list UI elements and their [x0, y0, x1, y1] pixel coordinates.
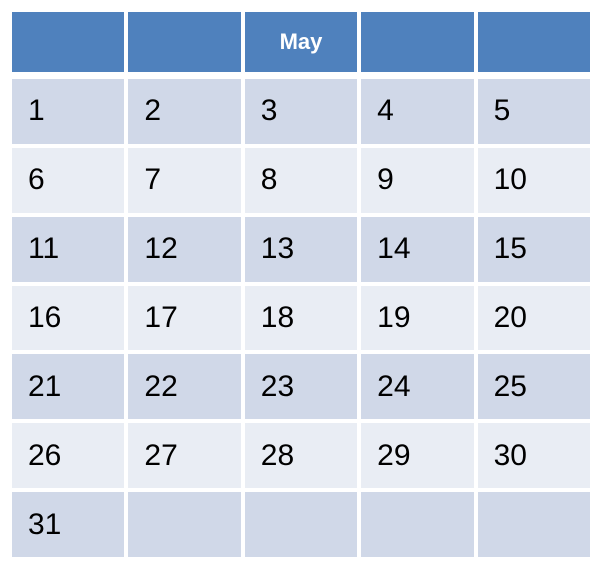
day-cell: 4 [359, 77, 476, 146]
day-cell: 9 [359, 145, 476, 215]
calendar-header-row: May [10, 10, 592, 77]
week-row: 31 [10, 490, 592, 559]
day-cell: 11 [10, 214, 127, 284]
day-cell: 30 [475, 421, 592, 491]
day-cell [126, 490, 243, 559]
day-cell: 12 [126, 214, 243, 284]
week-row: 16 17 18 19 20 [10, 283, 592, 353]
day-cell: 31 [10, 490, 127, 559]
day-cell: 19 [359, 283, 476, 353]
week-row: 1 2 3 4 5 [10, 77, 592, 146]
day-cell: 27 [126, 421, 243, 491]
calendar-header: May [10, 10, 592, 77]
day-cell: 2 [126, 77, 243, 146]
day-cell: 21 [10, 352, 127, 422]
header-cell [359, 10, 476, 77]
day-cell: 15 [475, 214, 592, 284]
week-row: 6 7 8 9 10 [10, 145, 592, 215]
day-cell: 8 [242, 145, 360, 215]
day-cell: 26 [10, 421, 127, 491]
week-row: 26 27 28 29 30 [10, 421, 592, 491]
day-cell: 13 [242, 214, 360, 284]
day-cell: 29 [359, 421, 476, 491]
day-cell: 17 [126, 283, 243, 353]
day-cell: 5 [475, 77, 592, 146]
day-cell: 10 [475, 145, 592, 215]
day-cell [242, 490, 360, 559]
day-cell: 25 [475, 352, 592, 422]
month-calendar-table: May 1 2 3 4 5 6 7 8 9 10 11 12 13 14 15 … [10, 10, 592, 559]
day-cell: 1 [10, 77, 127, 146]
day-cell: 6 [10, 145, 127, 215]
day-cell [475, 490, 592, 559]
day-cell [359, 490, 476, 559]
month-title: May [242, 10, 360, 77]
day-cell: 18 [242, 283, 360, 353]
day-cell: 7 [126, 145, 243, 215]
day-cell: 24 [359, 352, 476, 422]
header-cell [126, 10, 243, 77]
day-cell: 23 [242, 352, 360, 422]
week-row: 21 22 23 24 25 [10, 352, 592, 422]
calendar-body: 1 2 3 4 5 6 7 8 9 10 11 12 13 14 15 16 1… [10, 77, 592, 559]
day-cell: 16 [10, 283, 127, 353]
week-row: 11 12 13 14 15 [10, 214, 592, 284]
day-cell: 28 [242, 421, 360, 491]
header-cell [475, 10, 592, 77]
day-cell: 14 [359, 214, 476, 284]
day-cell: 3 [242, 77, 360, 146]
day-cell: 20 [475, 283, 592, 353]
header-cell [10, 10, 127, 77]
day-cell: 22 [126, 352, 243, 422]
